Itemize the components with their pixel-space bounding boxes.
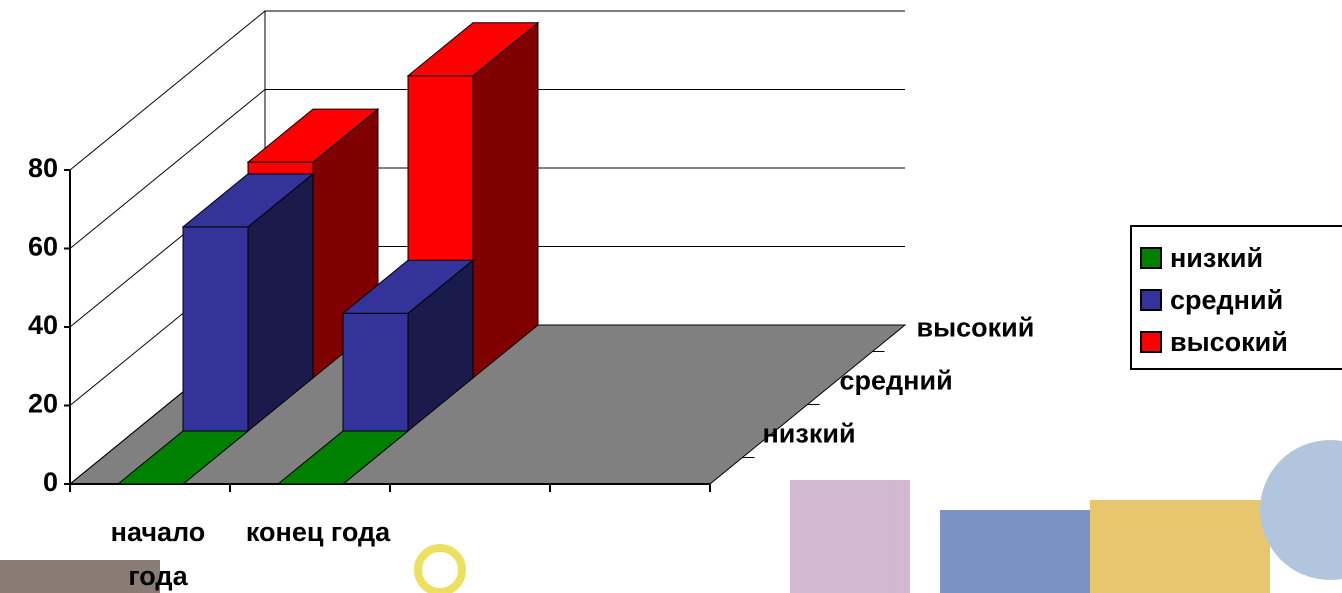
- grid-line: [69, 10, 905, 171]
- bar: [181, 172, 315, 433]
- depth-label: низкий: [763, 419, 856, 449]
- bar-top: [246, 108, 380, 163]
- x-tick-label: конец года: [245, 517, 391, 547]
- legend-item: средний: [1140, 279, 1340, 321]
- bar: [116, 430, 250, 485]
- bar-front: [342, 312, 409, 432]
- legend-swatch: [1140, 247, 1162, 269]
- legend-label: средний: [1170, 284, 1284, 315]
- depth-label: средний: [840, 366, 953, 396]
- bar-side: [472, 21, 539, 380]
- x-tick-label: начало года: [110, 517, 206, 591]
- y-tick-label: 20: [28, 389, 58, 419]
- bar-top: [276, 430, 410, 485]
- y-tick-label: 0: [43, 467, 58, 497]
- legend: низкий средний высокий: [1130, 225, 1342, 370]
- bar-front: [182, 226, 249, 432]
- y-tick-label: 60: [28, 232, 58, 262]
- bar-top: [406, 22, 540, 77]
- bar: [276, 430, 410, 485]
- bar-top: [181, 173, 315, 228]
- bar-top: [116, 430, 250, 485]
- bar-top: [341, 259, 475, 314]
- legend-item: высокий: [1140, 321, 1340, 363]
- grid-line: [69, 89, 905, 249]
- decoration: [0, 440, 1342, 593]
- legend-label: низкий: [1170, 242, 1264, 273]
- legend-label: высокий: [1170, 326, 1288, 357]
- y-tick-label: 40: [28, 310, 58, 340]
- legend-swatch: [1140, 331, 1162, 353]
- depth-label: высокий: [917, 313, 1035, 343]
- y-tick-label: 80: [28, 153, 58, 183]
- bar: [341, 259, 475, 433]
- legend-item: низкий: [1140, 237, 1340, 279]
- legend-swatch: [1140, 289, 1162, 311]
